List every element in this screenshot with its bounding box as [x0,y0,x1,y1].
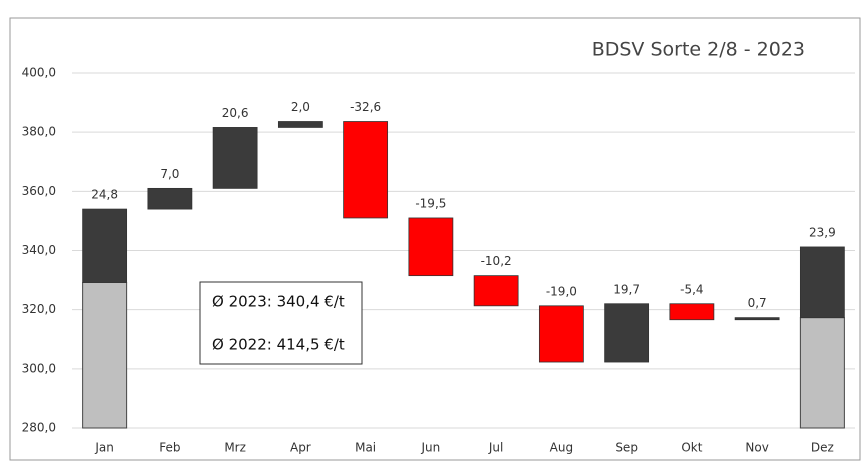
value-label: 19,7 [613,282,640,296]
value-label: -5,4 [680,282,703,296]
y-tick-label: 380,0 [22,125,56,139]
value-label: -19,0 [546,284,577,298]
x-tick-label: Jan [94,441,114,455]
x-tick-label: Nov [745,441,768,455]
value-label: 2,0 [291,100,310,114]
change-bar [212,127,258,189]
annotation-box [199,281,363,365]
x-tick-label: Jun [421,441,441,455]
value-label: -32,6 [350,100,381,114]
change-bar [147,187,193,210]
value-label: -10,2 [481,254,512,268]
change-bar [799,246,845,319]
change-bar [408,217,454,277]
x-tick-label: Jul [488,441,503,455]
change-bar [82,208,128,283]
y-tick-label: 300,0 [22,361,56,375]
x-tick-label: Apr [290,441,311,455]
x-tick-label: Okt [681,441,702,455]
chart-title: BDSV Sorte 2/8 - 2023 [592,39,805,61]
value-label: 7,0 [160,167,179,181]
change-bar [669,303,715,321]
value-label: -19,5 [415,196,446,210]
y-tick-label: 360,0 [22,184,56,198]
value-label: 0,7 [748,296,767,310]
x-tick-label: Sep [615,441,638,455]
chart-frame [9,17,861,461]
y-tick-label: 400,0 [22,66,56,80]
annotation: Ø 2022: 414,5 €/t [212,336,345,354]
value-label: 24,8 [91,188,118,202]
x-tick-label: Feb [159,441,180,455]
change-bar [343,121,389,219]
change-bar [473,275,519,307]
value-label: 23,9 [809,225,836,239]
change-bar [538,305,584,363]
y-tick-label: 340,0 [22,243,56,257]
change-bar [604,303,650,363]
change-bar [734,317,780,321]
y-tick-label: 280,0 [22,421,56,435]
x-tick-label: Dez [811,441,834,455]
base-bar [82,281,128,429]
annotation: Ø 2023: 340,4 €/t [212,293,345,311]
y-tick-label: 320,0 [22,302,56,316]
change-bar [277,121,323,128]
x-tick-label: Mai [355,441,376,455]
x-tick-label: Mrz [224,441,246,455]
base-bar [799,317,845,429]
x-tick-label: Aug [550,441,573,455]
value-label: 20,6 [222,106,249,120]
